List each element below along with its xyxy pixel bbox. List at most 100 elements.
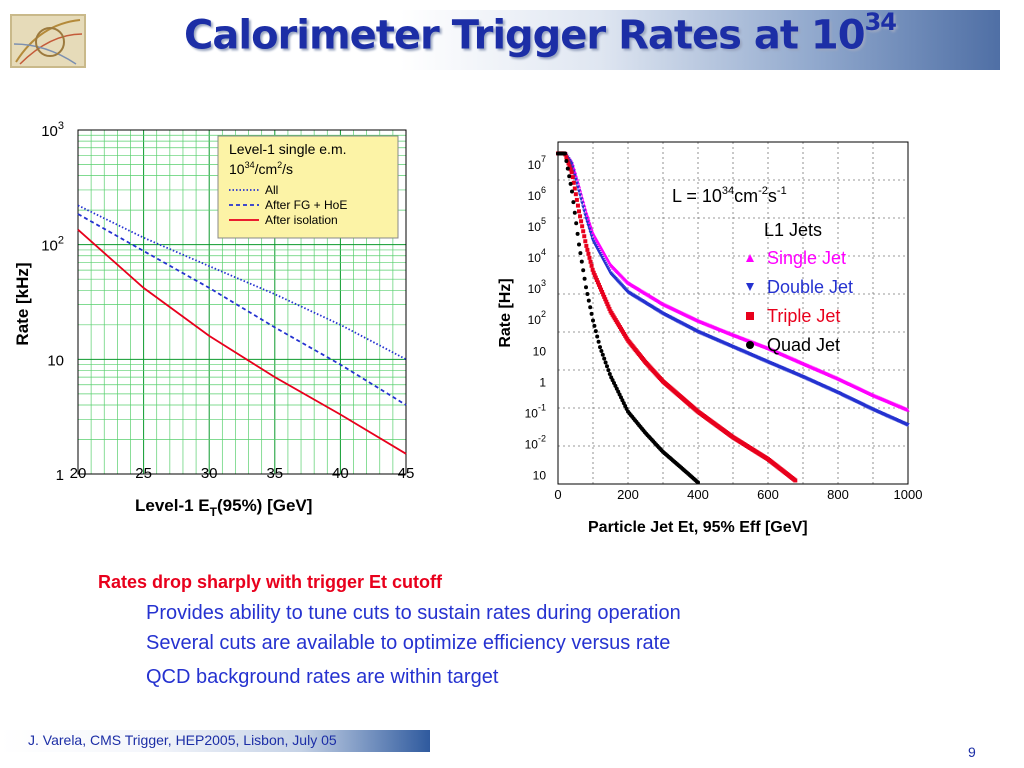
data-point: [595, 280, 600, 285]
right-x-tick-label: 200: [617, 487, 639, 502]
left-series-line-0: [77, 204, 407, 361]
data-point: [606, 368, 611, 373]
right-y-tick-label: 105: [528, 216, 546, 234]
right-grid: [558, 142, 908, 484]
data-point: [567, 174, 572, 179]
left-y-tick-label: 10: [47, 352, 64, 369]
data-point: [577, 209, 581, 214]
data-point: [578, 193, 583, 198]
data-point: [588, 223, 593, 228]
bullet-main: Rates drop sharply with trigger Et cutof…: [98, 572, 443, 592]
data-point: [599, 287, 604, 292]
data-point: [568, 181, 573, 186]
data-point: [565, 166, 570, 171]
data-point: [599, 348, 604, 353]
data-point: [905, 407, 910, 412]
lumi-label: L = 1034cm-2s-1: [672, 185, 787, 206]
data-point: [585, 213, 590, 218]
right-legend: Single Jet Double Jet Triple Jet Quad Jet: [746, 248, 853, 355]
data-point: [593, 329, 598, 334]
bullet-sub-3: QCD background rates are within target: [146, 666, 499, 688]
right-series-3: [556, 151, 700, 485]
data-point: [569, 170, 574, 175]
data-point: [592, 323, 597, 328]
right-y-tick-label: 104: [528, 247, 546, 265]
data-point: [583, 213, 588, 218]
data-point: [564, 159, 569, 164]
right-y-tick-label: 10: [533, 469, 547, 483]
data-point: [586, 216, 591, 221]
data-point: [696, 480, 700, 485]
data-point: [579, 197, 584, 202]
right-y-tick-label: 1: [539, 375, 546, 389]
data-point: [603, 360, 608, 365]
data-point: [567, 164, 572, 169]
data-point: [905, 423, 910, 428]
data-point: [579, 259, 584, 264]
cms-logo: [10, 14, 86, 68]
data-point: [563, 151, 567, 156]
left-legend: Level-1 single e.m. 1034/cm2/s AllAfter …: [217, 135, 399, 239]
left-y-tick-label: 103: [41, 120, 64, 140]
page-number: 9: [968, 744, 976, 760]
data-point: [585, 220, 590, 225]
right-legend-label-0: Single Jet: [767, 248, 846, 268]
data-point: [582, 234, 587, 239]
data-point: [575, 231, 580, 236]
data-point: [590, 267, 595, 272]
data-point: [605, 302, 610, 307]
legend-header: Level-1 single e.m.: [229, 141, 347, 157]
data-point: [606, 304, 611, 309]
data-point: [588, 305, 593, 310]
left-x-tick-label: 20: [70, 465, 87, 482]
bullet-sub-1: Provides ability to tune cuts to sustain…: [146, 602, 681, 624]
data-point: [584, 285, 588, 290]
data-point: [574, 221, 579, 226]
data-point: [600, 352, 605, 357]
data-point: [603, 297, 608, 302]
left-x-tick-label: 25: [135, 465, 152, 482]
data-point: [577, 189, 581, 194]
legend-marker-3: [746, 341, 754, 349]
right-x-tick-label: 1000: [894, 487, 923, 502]
data-point: [578, 251, 583, 256]
title-bar: [0, 10, 1000, 70]
right-legend-title: L1 Jets: [764, 220, 822, 240]
data-point: [588, 230, 593, 235]
left-x-tick-label: 45: [398, 465, 415, 482]
right-y-tick-label: 10-2: [525, 434, 546, 452]
data-point: [575, 185, 580, 190]
data-point: [592, 273, 597, 278]
data-point: [589, 234, 594, 239]
left-series-lines: [77, 204, 407, 455]
right-series-points: [556, 151, 910, 485]
data-point: [570, 189, 574, 194]
data-point: [581, 205, 586, 210]
data-point: [570, 165, 575, 170]
data-point: [587, 220, 592, 225]
data-point: [793, 478, 798, 483]
right-x-tick-label: 400: [687, 487, 709, 502]
data-point: [585, 291, 590, 296]
data-point: [591, 318, 595, 323]
data-point: [569, 162, 574, 167]
legend-label-0: All: [265, 183, 278, 197]
data-point: [580, 201, 585, 206]
right-series-1: [556, 151, 910, 428]
data-point: [595, 334, 600, 339]
data-point: [586, 298, 591, 303]
data-point: [594, 277, 599, 282]
right-series-2: [556, 151, 798, 483]
data-point: [571, 200, 576, 205]
left-plot-frame: [77, 129, 407, 475]
data-point: [586, 251, 591, 256]
left-y-axis-label: Rate [kHz]: [13, 262, 32, 345]
footer-text: J. Varela, CMS Trigger, HEP2005, Lisbon,…: [28, 732, 337, 748]
data-point: [582, 209, 587, 214]
data-point: [572, 210, 577, 215]
data-point: [589, 263, 594, 268]
right-x-tick-label: 800: [827, 487, 849, 502]
